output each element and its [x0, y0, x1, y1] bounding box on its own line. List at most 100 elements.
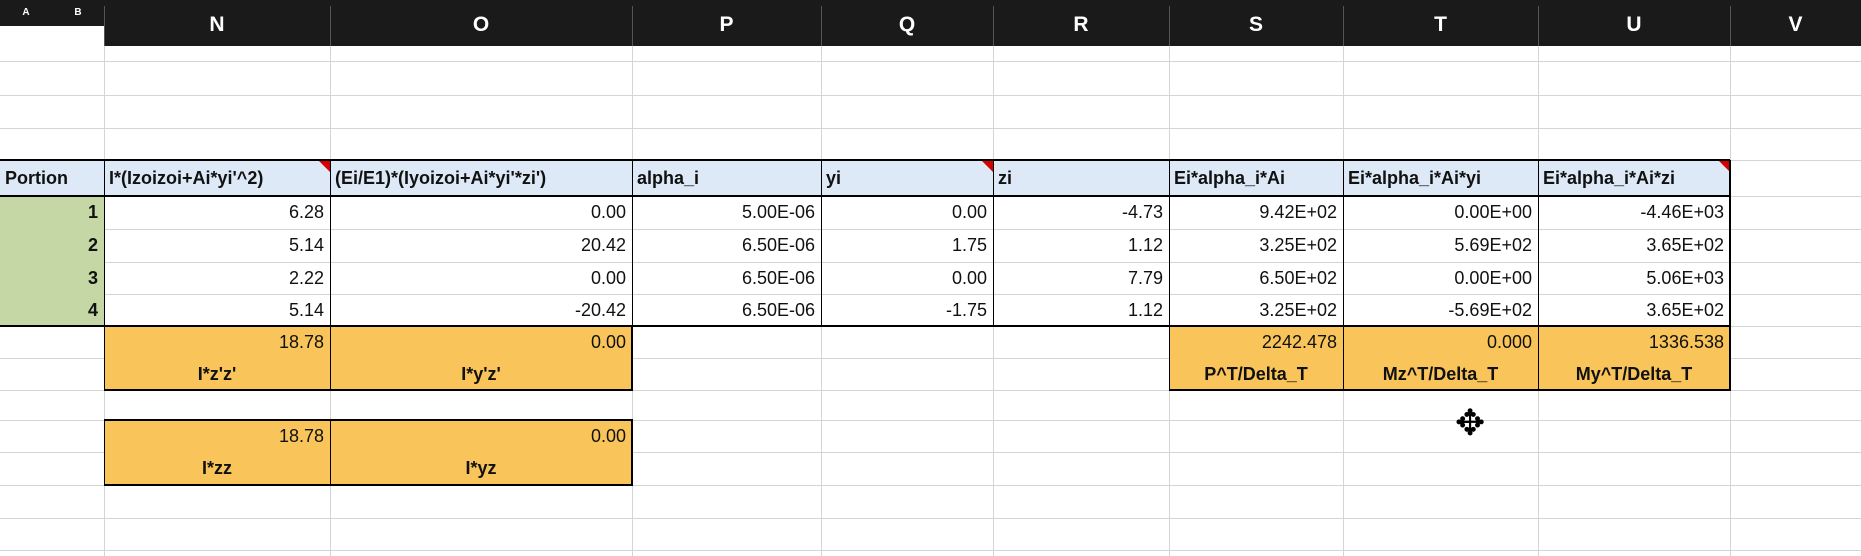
border-line — [330, 326, 331, 391]
table-cell[interactable]: 6.50E+02 — [1259, 268, 1337, 288]
grid-hline — [0, 390, 1861, 391]
header-cell-portion[interactable]: Portion — [0, 160, 104, 196]
table-cell[interactable]: 5.14 — [288, 300, 324, 320]
column-header-o[interactable]: O — [472, 13, 490, 36]
column-header-u[interactable]: U — [1626, 13, 1642, 36]
border-line — [1169, 389, 1731, 391]
column-header-t[interactable]: T — [1434, 13, 1447, 36]
table-cell[interactable]: 6.50E-06 — [741, 300, 815, 320]
table-cell[interactable]: -4.46E+03 — [1640, 202, 1724, 222]
border-line — [0, 159, 1730, 161]
column-header-n[interactable]: N — [209, 13, 225, 36]
header-divider — [1730, 6, 1731, 46]
border-line — [821, 160, 822, 326]
grid-hline — [0, 550, 1861, 551]
portion-cell[interactable]: 1 — [0, 196, 104, 229]
total-label-mz-t[interactable]: Mz^T/Delta_T — [1343, 358, 1538, 390]
comment-indicator-icon[interactable] — [318, 160, 330, 172]
table-cell[interactable]: -20.42 — [574, 300, 626, 320]
column-header-p[interactable]: P — [719, 13, 734, 36]
table-cell[interactable]: 9.42E+02 — [1259, 202, 1337, 222]
header-cell-u[interactable]: Ei*alpha_i*Ai*zi — [1538, 160, 1730, 196]
total-value-iyz-prime[interactable]: 0.00 — [330, 326, 632, 358]
total-label-iyz[interactable]: I*yz — [330, 452, 632, 485]
total-label-my-t[interactable]: My^T/Delta_T — [1538, 358, 1730, 390]
table-cell[interactable]: -5.69E+02 — [1448, 300, 1532, 320]
header-divider — [330, 6, 331, 46]
header-cell-q[interactable]: yi — [821, 160, 993, 196]
portion-cell[interactable]: 4 — [0, 294, 104, 326]
table-cell[interactable]: 0.00 — [951, 268, 987, 288]
total-value-izz[interactable]: 18.78 — [104, 420, 330, 452]
total-value-p-t[interactable]: 2242.478 — [1169, 326, 1343, 358]
header-cell-n[interactable]: I*(Izoizoi+Ai*yi'^2) — [104, 160, 330, 196]
total-value-mz-t[interactable]: 0.000 — [1343, 326, 1538, 358]
grid-hline — [0, 358, 1861, 359]
table-cell[interactable]: 3.25E+02 — [1259, 300, 1337, 320]
column-header-v[interactable]: V — [1788, 13, 1803, 36]
table-cell[interactable]: 6.28 — [288, 202, 324, 222]
column-header-s[interactable]: S — [1248, 13, 1263, 36]
grid-hline — [0, 128, 1861, 129]
grid-hline — [0, 485, 1861, 486]
table-cell[interactable]: 5.69E+02 — [1454, 235, 1532, 255]
table-cell[interactable]: 7.79 — [1127, 268, 1163, 288]
table-cell[interactable]: 0.00 — [951, 202, 987, 222]
table-cell[interactable]: 3.65E+02 — [1646, 235, 1724, 255]
table-cell[interactable]: 3.65E+02 — [1646, 300, 1724, 320]
portion-cell[interactable]: 2 — [0, 229, 104, 262]
header-cell-t[interactable]: Ei*alpha_i*Ai*yi — [1343, 160, 1538, 196]
border-line — [1169, 326, 1170, 391]
border-line — [632, 160, 633, 326]
grid-hline — [0, 95, 1861, 96]
total-value-izz-prime[interactable]: 18.78 — [104, 326, 330, 358]
table-cell[interactable]: 5.06E+03 — [1646, 268, 1724, 288]
column-header-r[interactable]: R — [1073, 13, 1089, 36]
total-label-p-t[interactable]: P^T/Delta_T — [1169, 358, 1343, 390]
table-cell[interactable]: 1.12 — [1127, 300, 1163, 320]
table-cell[interactable]: -4.73 — [1121, 202, 1163, 222]
total-label-iyz-prime[interactable]: I*y'z' — [330, 358, 632, 390]
table-cell[interactable]: 20.42 — [580, 235, 626, 255]
border-line — [0, 195, 1730, 197]
comment-indicator-icon[interactable] — [1718, 160, 1730, 172]
table-cell[interactable]: 2.22 — [288, 268, 324, 288]
grid-hline — [0, 229, 1861, 230]
grid-hline — [0, 518, 1861, 519]
column-header-bar: A B N O P Q R S T U V — [0, 0, 1861, 46]
header-cell-o[interactable]: (Ei/E1)*(Iyoizoi+Ai*yi'*zi') — [330, 160, 632, 196]
table-cell[interactable]: 1.75 — [951, 235, 987, 255]
table-cell[interactable]: 1.12 — [1127, 235, 1163, 255]
column-header-q[interactable]: Q — [898, 13, 916, 36]
table-cell[interactable]: -1.75 — [945, 300, 987, 320]
table-cell[interactable]: 5.00E-06 — [741, 202, 815, 222]
grid-hline — [0, 420, 1861, 421]
grid-hline — [0, 61, 1861, 62]
comment-indicator-icon[interactable] — [981, 160, 993, 172]
table-cell[interactable]: 5.14 — [288, 235, 324, 255]
border-line — [104, 484, 633, 486]
table-cell[interactable]: 6.50E-06 — [741, 268, 815, 288]
header-divider — [1343, 6, 1344, 46]
total-value-iyz[interactable]: 0.00 — [330, 420, 632, 452]
header-cell-r[interactable]: zi — [993, 160, 1169, 196]
header-divider — [104, 6, 105, 46]
column-header-b[interactable]: B — [74, 7, 82, 18]
column-header-a[interactable]: A — [22, 7, 30, 18]
total-value-my-t[interactable]: 1336.538 — [1538, 326, 1730, 358]
table-cell[interactable]: 0.00 — [590, 268, 626, 288]
table-cell[interactable]: 0.00E+00 — [1454, 268, 1532, 288]
table-cell[interactable]: 0.00 — [590, 202, 626, 222]
table-cell[interactable]: 0.00E+00 — [1454, 202, 1532, 222]
total-label-izz-prime[interactable]: I*z'z' — [104, 358, 330, 390]
border-line — [330, 420, 331, 485]
border-line — [1729, 160, 1731, 391]
portion-cell[interactable]: 3 — [0, 262, 104, 294]
total-label-izz[interactable]: I*zz — [104, 452, 330, 485]
table-cell[interactable]: 6.50E-06 — [741, 235, 815, 255]
header-cell-p[interactable]: alpha_i — [632, 160, 821, 196]
border-line — [0, 325, 1730, 327]
header-cell-s[interactable]: Ei*alpha_i*Ai — [1169, 160, 1343, 196]
table-cell[interactable]: 3.25E+02 — [1259, 235, 1337, 255]
